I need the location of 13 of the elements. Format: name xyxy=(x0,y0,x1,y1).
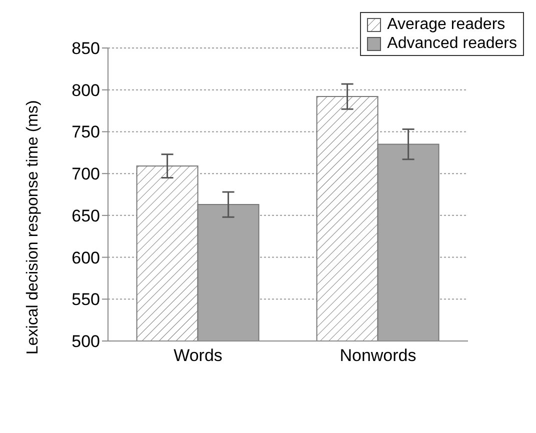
y-tick-label: 750 xyxy=(72,122,100,142)
y-tick-label: 850 xyxy=(72,39,100,58)
legend-label: Average readers xyxy=(387,15,506,34)
y-axis-title: Lexical decision response time (ms) xyxy=(24,100,42,354)
x-tick-label: Words xyxy=(174,346,222,366)
y-tick-label: 550 xyxy=(72,290,100,310)
y-tick-label: 650 xyxy=(72,206,100,226)
y-tick-label: 600 xyxy=(72,248,100,268)
x-tick-label: Nonwords xyxy=(340,346,416,366)
y-tick-label: 500 xyxy=(72,332,100,352)
y-tick-label: 800 xyxy=(72,80,100,100)
legend-label: Advanced readers xyxy=(387,34,517,53)
y-tick-label: 700 xyxy=(72,164,100,184)
